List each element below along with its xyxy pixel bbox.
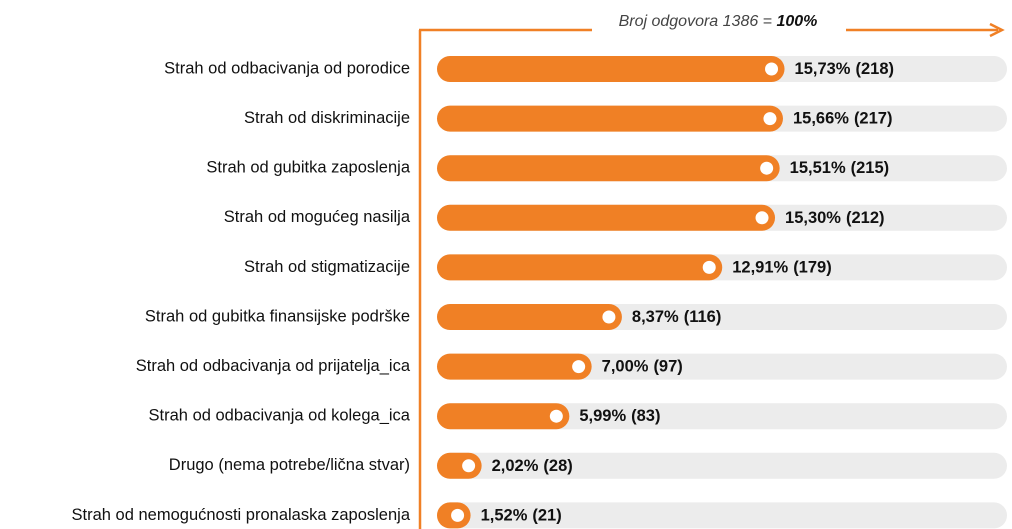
bar bbox=[437, 56, 785, 82]
bar-dot bbox=[765, 62, 779, 76]
value-label: 15,66% (217) bbox=[793, 110, 893, 128]
category-label: Strah od gubitka finansijske podrške bbox=[145, 307, 410, 325]
bar-dot bbox=[572, 360, 586, 374]
value-label: 15,51% (215) bbox=[790, 160, 890, 178]
percent-label: 15,51% bbox=[790, 160, 846, 178]
value-label: 2,02% (28) bbox=[492, 457, 573, 475]
value-label: 15,73% (218) bbox=[795, 60, 895, 78]
category-label: Drugo (nema potrebe/lična stvar) bbox=[169, 456, 410, 474]
bar-dot bbox=[462, 459, 476, 473]
percent-label: 15,30% bbox=[785, 209, 841, 227]
bar-track bbox=[437, 403, 1007, 430]
bar-dot bbox=[549, 409, 563, 423]
bar-dot bbox=[451, 508, 465, 522]
bar-track bbox=[437, 452, 1007, 479]
percent-label: 15,66% bbox=[793, 110, 849, 128]
bar-dot bbox=[702, 260, 716, 274]
category-label: Strah od odbacivanja od prijatelja_ica bbox=[136, 357, 411, 375]
value-label: 12,91% (179) bbox=[732, 259, 832, 277]
percent-label: 1,52% bbox=[481, 507, 528, 525]
category-label: Strah od mogućeg nasilja bbox=[224, 208, 411, 226]
category-label: Strah od odbacivanja od porodice bbox=[164, 59, 410, 77]
value-label: 1,52% (21) bbox=[481, 507, 562, 525]
count-label: (179) bbox=[793, 259, 832, 277]
bar-dot bbox=[602, 310, 616, 324]
count-label: (28) bbox=[543, 457, 572, 475]
count-label: (116) bbox=[684, 308, 722, 326]
bar bbox=[437, 155, 780, 182]
count-label: (97) bbox=[653, 358, 682, 376]
bar-dot bbox=[755, 211, 769, 225]
percent-label: 5,99% bbox=[579, 408, 626, 426]
count-label: (218) bbox=[855, 60, 894, 78]
value-label: 15,30% (212) bbox=[785, 209, 885, 227]
category-label: Strah od odbacivanja od kolega_ica bbox=[149, 407, 411, 425]
bar-track bbox=[437, 502, 1007, 529]
bar bbox=[437, 452, 482, 479]
count-label: (215) bbox=[851, 160, 890, 178]
arrow-head bbox=[989, 22, 1005, 38]
count-label: (217) bbox=[854, 110, 893, 128]
category-label: Strah od diskriminacije bbox=[244, 109, 410, 127]
category-label: Strah od stigmatizacije bbox=[244, 258, 410, 276]
percent-label: 2,02% bbox=[492, 457, 539, 475]
bar-dot bbox=[763, 112, 777, 126]
percent-label: 7,00% bbox=[602, 358, 649, 376]
category-label: Strah od gubitka zaposlenja bbox=[206, 159, 410, 177]
bar bbox=[437, 403, 570, 430]
count-label: (83) bbox=[631, 408, 660, 426]
percent-label: 12,91% bbox=[732, 259, 788, 277]
bar bbox=[437, 204, 776, 231]
bar bbox=[437, 304, 622, 330]
count-label: (212) bbox=[846, 209, 885, 227]
bar bbox=[437, 105, 783, 132]
annotation-text: Broj odgovora 1386 = bbox=[619, 13, 772, 30]
annotation-emphasis: 100% bbox=[776, 13, 817, 30]
percent-label: 15,73% bbox=[795, 60, 851, 78]
value-label: 7,00% (97) bbox=[602, 358, 683, 376]
percent-label: 8,37% bbox=[632, 308, 679, 326]
category-label: Strah od nemogućnosti pronalaska zaposle… bbox=[72, 506, 411, 524]
value-label: 8,37% (116) bbox=[632, 308, 721, 326]
value-label: 5,99% (83) bbox=[579, 408, 660, 426]
annotation: Broj odgovora 1386 = 100% bbox=[619, 13, 818, 30]
bar-dot bbox=[760, 161, 774, 175]
bar bbox=[437, 353, 592, 380]
count-label: (21) bbox=[532, 507, 561, 525]
bar bbox=[437, 254, 723, 281]
